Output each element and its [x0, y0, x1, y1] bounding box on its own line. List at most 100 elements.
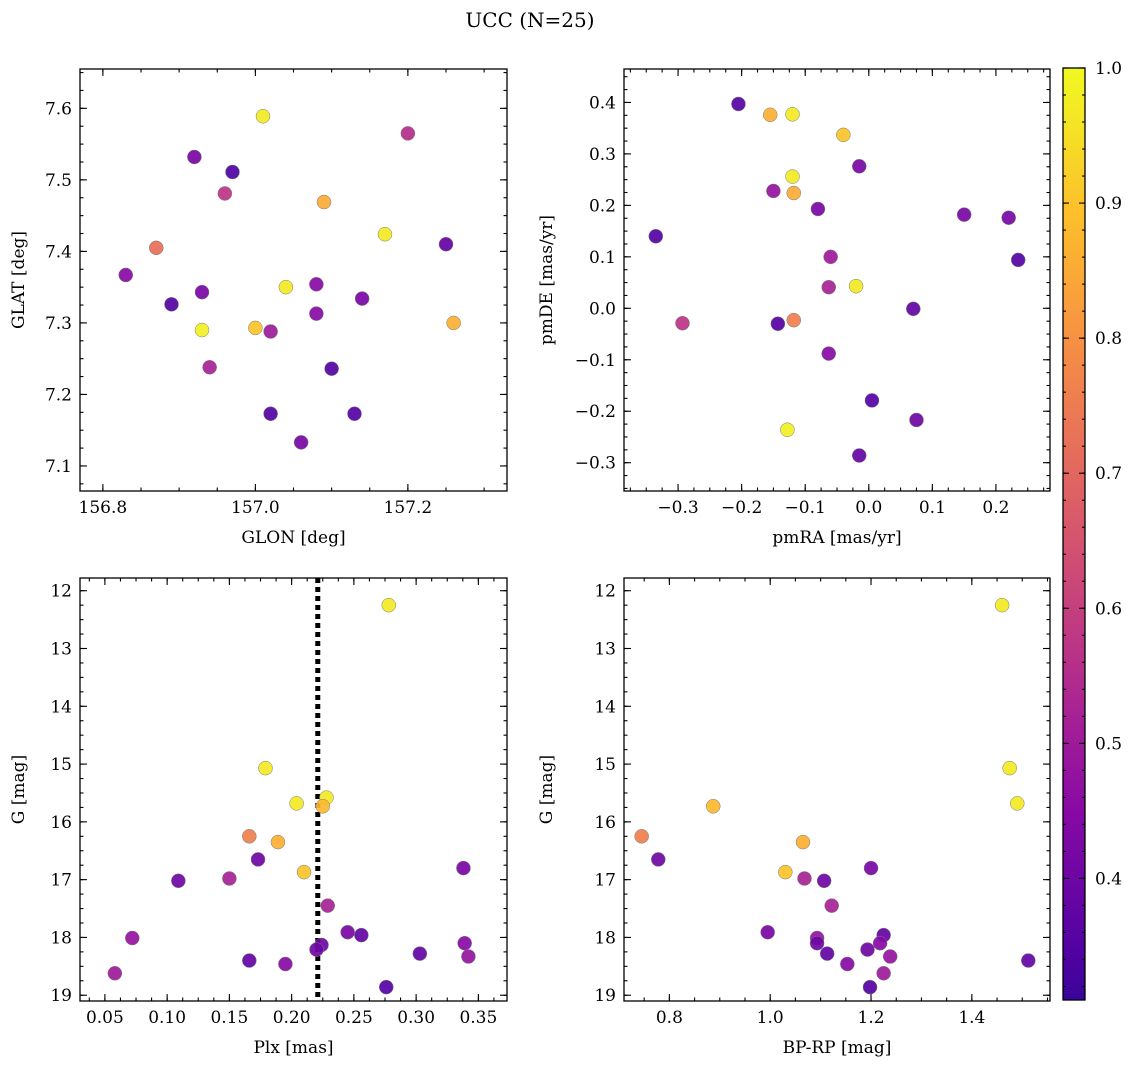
data-point	[242, 829, 257, 844]
x-tick-label: 0.20	[273, 1008, 311, 1028]
data-point	[651, 852, 666, 867]
data-point	[202, 360, 217, 375]
x-tick-label: 1.0	[757, 1008, 784, 1028]
data-point	[263, 324, 278, 339]
data-point	[821, 346, 836, 361]
data-point	[320, 898, 335, 913]
axes-frame	[623, 577, 1051, 1002]
data-point	[809, 935, 825, 951]
data-point	[797, 871, 812, 886]
pmra-pmde-panel: −0.3 −0.2 −0.1 0.0 0.1 0.2 −0.3 −0.2 −0.1 0.0 0.1 0…	[537, 68, 1051, 548]
data-point	[785, 107, 800, 122]
y-tick-label: 12	[594, 582, 616, 602]
data-point	[118, 267, 133, 283]
x-tick-label: 0.10	[148, 1008, 186, 1028]
data-point	[762, 107, 778, 123]
data-point	[731, 96, 746, 112]
x-tick-label: −0.1	[785, 498, 826, 518]
data-point	[324, 361, 339, 376]
y-tick-label: 19	[594, 986, 616, 1006]
colorbar-tick-label: 0.6	[1095, 599, 1122, 619]
data-point	[278, 279, 294, 295]
data-point	[786, 312, 802, 328]
y-tick-label: 15	[50, 755, 72, 775]
y-tick-label: 12	[50, 582, 72, 602]
data-point	[456, 860, 471, 876]
data-point	[864, 393, 880, 408]
data-point	[242, 953, 257, 968]
data-point	[909, 412, 924, 428]
x-tick-label: 157.0	[231, 498, 280, 518]
x-tick-label: 157.2	[384, 498, 433, 518]
y-tick-label: 16	[50, 813, 72, 833]
data-point	[1021, 953, 1036, 968]
colorbar-tick-label: 0.9	[1095, 194, 1122, 214]
data-point	[675, 315, 690, 331]
data-point	[876, 966, 891, 981]
y-tick-label: 16	[594, 813, 616, 833]
data-point	[354, 927, 369, 943]
data-point	[882, 949, 898, 964]
data-point	[400, 126, 416, 141]
data-point	[862, 979, 878, 995]
data-point	[438, 236, 454, 252]
data-point	[255, 108, 271, 124]
data-point	[705, 799, 721, 814]
data-point	[872, 935, 888, 951]
y-tick-label: 7.5	[45, 171, 72, 191]
y-tick-label: 7.1	[45, 457, 72, 477]
data-point	[1001, 210, 1016, 225]
data-point	[461, 949, 476, 964]
data-point	[222, 871, 237, 886]
data-point	[840, 956, 855, 972]
data-point	[263, 406, 278, 422]
data-point	[217, 186, 233, 201]
data-point	[377, 226, 393, 242]
data-point	[1009, 796, 1025, 811]
y-tick-label: 14	[50, 697, 72, 717]
data-point	[848, 278, 864, 294]
y-axis-label: GLAT [deg]	[9, 231, 29, 329]
x-tick-label: 0.2	[982, 498, 1009, 518]
y-tick-label: 7.6	[45, 99, 72, 119]
y-tick-label: 17	[594, 871, 616, 891]
x-tick-label: 0.15	[210, 1008, 248, 1028]
x-tick-label: −0.2	[721, 498, 762, 518]
y-tick-label: 19	[50, 986, 72, 1006]
data-point	[316, 194, 332, 210]
data-point	[340, 924, 355, 940]
data-point	[194, 284, 210, 300]
colorbar-tick-label: 1.0	[1095, 59, 1122, 79]
y-tick-label: 7.4	[45, 242, 72, 262]
axes-frame	[623, 68, 1051, 492]
data-point	[250, 852, 266, 867]
data-point	[107, 966, 123, 981]
y-tick-label: 7.2	[45, 385, 72, 405]
x-tick-label: 1.2	[858, 1008, 885, 1028]
plx-g-panel: 0.05 0.10 0.15 0.20 0.25 0.30 0.35 12 13 14 15 16 17…	[9, 577, 508, 1058]
data-point	[225, 164, 240, 180]
data-point	[780, 422, 795, 438]
colorbar-tick-label: 0.8	[1095, 329, 1122, 349]
data-point	[860, 942, 875, 957]
data-point	[164, 297, 179, 312]
data-point	[823, 249, 838, 265]
y-axis-label: G [mag]	[9, 755, 29, 824]
data-point	[821, 279, 836, 295]
x-axis-label: Plx [mas]	[253, 1038, 333, 1058]
y-tick-label: 17	[50, 871, 72, 891]
bprp-g-panel: 0.8 1.0 1.2 1.4 12 13 14 15 16 17 18 19 BP-RP [mag] G…	[537, 577, 1051, 1058]
data-point	[309, 942, 324, 957]
data-point	[446, 315, 461, 331]
data-point	[171, 873, 186, 889]
data-point	[863, 860, 879, 876]
data-point	[836, 127, 851, 143]
data-point	[289, 796, 304, 811]
data-point	[354, 291, 370, 306]
glon-glat-panel: 156.8 157.0 157.2 7.1 7.2 7.3 7.4 7.5 7.6 GLON [d…	[9, 68, 508, 548]
data-point	[852, 448, 867, 463]
data-point	[778, 864, 793, 880]
data-point	[187, 149, 202, 165]
y-tick-label: 0.4	[589, 93, 616, 113]
